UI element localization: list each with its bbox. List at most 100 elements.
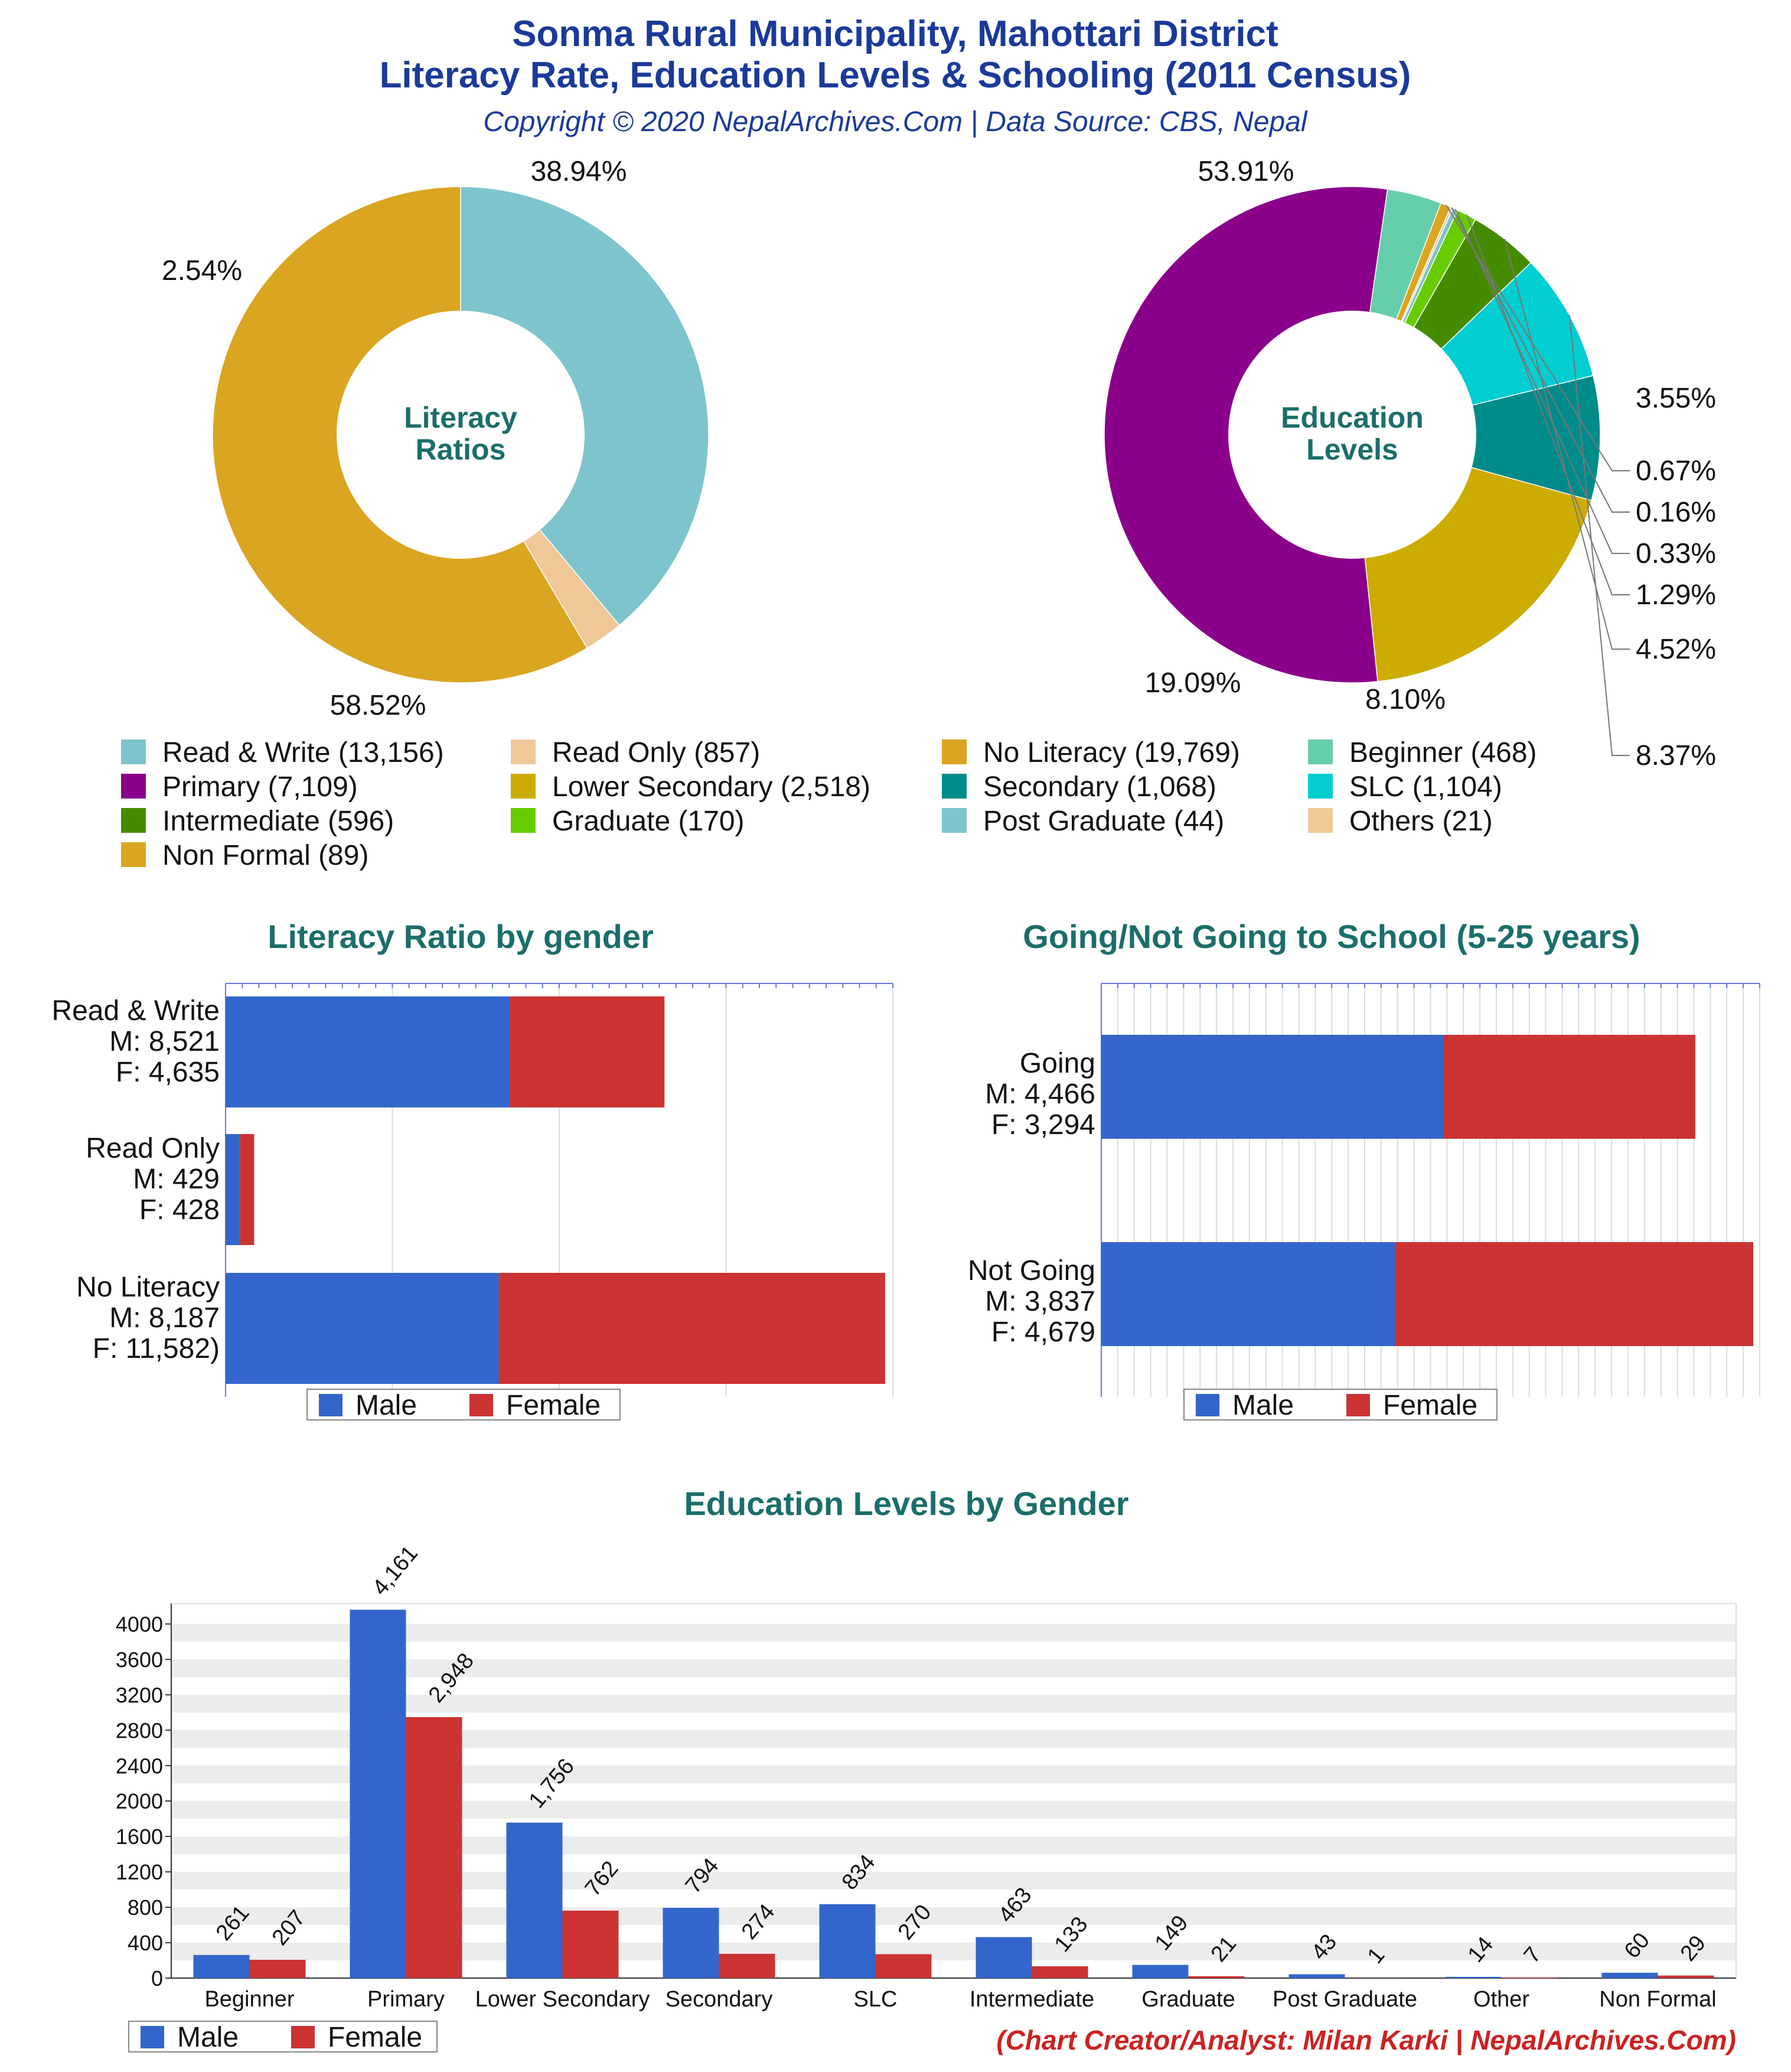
y-tick-label: 2000 [116, 1789, 163, 1813]
percent-label-secondary: 8.10% [1365, 684, 1446, 715]
donut-hole [337, 311, 585, 559]
x-tick-label-post-graduate: Post Graduate [1273, 1987, 1417, 2012]
main-title-line2: Literacy Rate, Education Levels & School… [380, 55, 1411, 96]
legend-swatch [121, 774, 146, 799]
legend-swatch [121, 808, 146, 833]
y-tick-label: 1600 [116, 1825, 163, 1849]
category-label: F: 3,294 [991, 1109, 1095, 1141]
category-label: M: 8,187 [109, 1302, 220, 1334]
data-label: 29 [1676, 1931, 1711, 1966]
pie-legend: Read & Write (13,156) Read Only (857) No L… [121, 737, 1537, 871]
category-label: F: 4,635 [116, 1057, 220, 1088]
bar-male-read-only [226, 1134, 240, 1245]
bar-male-non-formal [1601, 1973, 1658, 1978]
legend-item-lower-secondary-2-518: Lower Secondary (2,518) [552, 771, 870, 803]
legend-swatch-male [319, 1394, 342, 1416]
percent-label-post-graduate: 0.33% [1636, 538, 1716, 569]
bar-male-secondary [663, 1907, 719, 1978]
main-title-line1: Sonma Rural Municipality, Mahottari Dist… [512, 14, 1278, 54]
percent-label-non-formal: 0.67% [1636, 455, 1716, 487]
legend-item-slc-1-104: SLC (1,104) [1349, 771, 1502, 803]
bar-female-intermediate [1032, 1966, 1088, 1978]
percent-label-read-only: 2.54% [162, 255, 242, 286]
x-tick-label-non-formal: Non Formal [1599, 1987, 1717, 2012]
legend-swatch [121, 842, 146, 867]
y-tick-label: 800 [128, 1895, 163, 1920]
bar-female-other [1501, 1977, 1558, 1978]
bar-female-not-going [1395, 1242, 1754, 1346]
legend-swatch-male [1196, 1394, 1219, 1416]
legend-swatch-female [1346, 1394, 1370, 1416]
legend-item-others-21: Others (21) [1349, 806, 1493, 837]
bar-female-beginner [249, 1959, 306, 1978]
copyright-line: Copyright © 2020 NepalArchives.Com | Dat… [483, 106, 1307, 138]
legend-item-graduate-170: Graduate (170) [552, 806, 745, 837]
donut-center-label: Literacy [404, 401, 517, 434]
bar-male-no-literacy [226, 1273, 499, 1384]
grid-stripe [171, 1695, 1736, 1713]
bar-male-beginner [193, 1954, 250, 1978]
leader-line-post-graduate [1454, 208, 1630, 554]
category-label: F: 4,679 [991, 1317, 1095, 1348]
leader-line-graduate [1466, 214, 1630, 595]
legend-label-male: Male [1232, 1390, 1294, 1421]
bar-female-going [1443, 1035, 1696, 1139]
leader-line-intermediate [1504, 239, 1630, 650]
legend-swatch [1308, 739, 1333, 764]
bar-female-read-only [240, 1134, 255, 1245]
donut-center-label: Ratios [416, 433, 506, 466]
percent-label-others: 0.16% [1636, 497, 1716, 528]
percent-label-no-literacy: 58.52% [330, 690, 426, 721]
donut-center-label: Levels [1306, 433, 1398, 466]
bar-female-no-literacy [498, 1273, 885, 1384]
bar-female-read-write [510, 996, 665, 1107]
bar-male-primary [350, 1610, 406, 1978]
percent-label-lower-secondary: 19.09% [1145, 667, 1241, 699]
slice-secondary [1350, 375, 1601, 501]
grid-stripe [171, 1659, 1736, 1677]
legend-item-read-write-13-156: Read & Write (13,156) [162, 737, 444, 768]
credit-line: (Chart Creator/Analyst: Milan Karki | Ne… [996, 2025, 1736, 2055]
x-tick-label-other: Other [1473, 1987, 1529, 2012]
legend-label-female: Female [1383, 1390, 1477, 1421]
data-label: 762 [580, 1856, 624, 1901]
legend-swatch-male [141, 2026, 164, 2048]
y-tick-label: 2800 [116, 1718, 163, 1742]
bar-male-post-graduate [1288, 1974, 1345, 1978]
category-label: Read & Write [51, 995, 220, 1027]
percent-label-read-write: 38.94% [531, 156, 627, 187]
category-label: No Literacy [76, 1272, 220, 1303]
leader-line-others [1451, 207, 1630, 513]
data-label: 4,161 [368, 1541, 423, 1600]
leader-line-slc [1568, 315, 1630, 756]
chart-title: Literacy Ratio by gender [267, 918, 654, 955]
percent-label-graduate: 1.29% [1636, 579, 1716, 611]
legend-label-male: Male [177, 2022, 239, 2053]
x-tick-label-intermediate: Intermediate [970, 1987, 1094, 2012]
y-tick-label: 2400 [116, 1754, 163, 1778]
legend-box [306, 1389, 621, 1421]
y-tick-label: 0 [151, 1966, 163, 1990]
category-label: M: 8,521 [109, 1026, 220, 1057]
x-tick-label-beginner: Beginner [204, 1987, 294, 2012]
category-label: Read Only [86, 1133, 220, 1164]
bar-male-graduate [1132, 1965, 1189, 1978]
category-label: F: 11,582) [93, 1333, 220, 1364]
category-label: M: 429 [133, 1164, 220, 1195]
legend-item-no-literacy-19-769: No Literacy (19,769) [983, 737, 1240, 768]
legend-item-secondary-1-068: Secondary (1,068) [983, 771, 1216, 803]
bar-female-slc [875, 1954, 932, 1978]
legend-item-primary-7-109: Primary (7,109) [162, 771, 358, 803]
bar-male-slc [819, 1904, 876, 1978]
category-label: F: 428 [139, 1194, 220, 1226]
x-tick-label-secondary: Secondary [665, 1987, 773, 2012]
data-label: 270 [893, 1900, 937, 1945]
bar-male-lower-secondary [506, 1822, 563, 1978]
legend-item-non-formal-89: Non Formal (89) [162, 840, 368, 871]
chart-title: Education Levels by Gender [684, 1485, 1128, 1522]
category-label: Not Going [968, 1255, 1095, 1286]
legend-swatch [511, 774, 536, 799]
